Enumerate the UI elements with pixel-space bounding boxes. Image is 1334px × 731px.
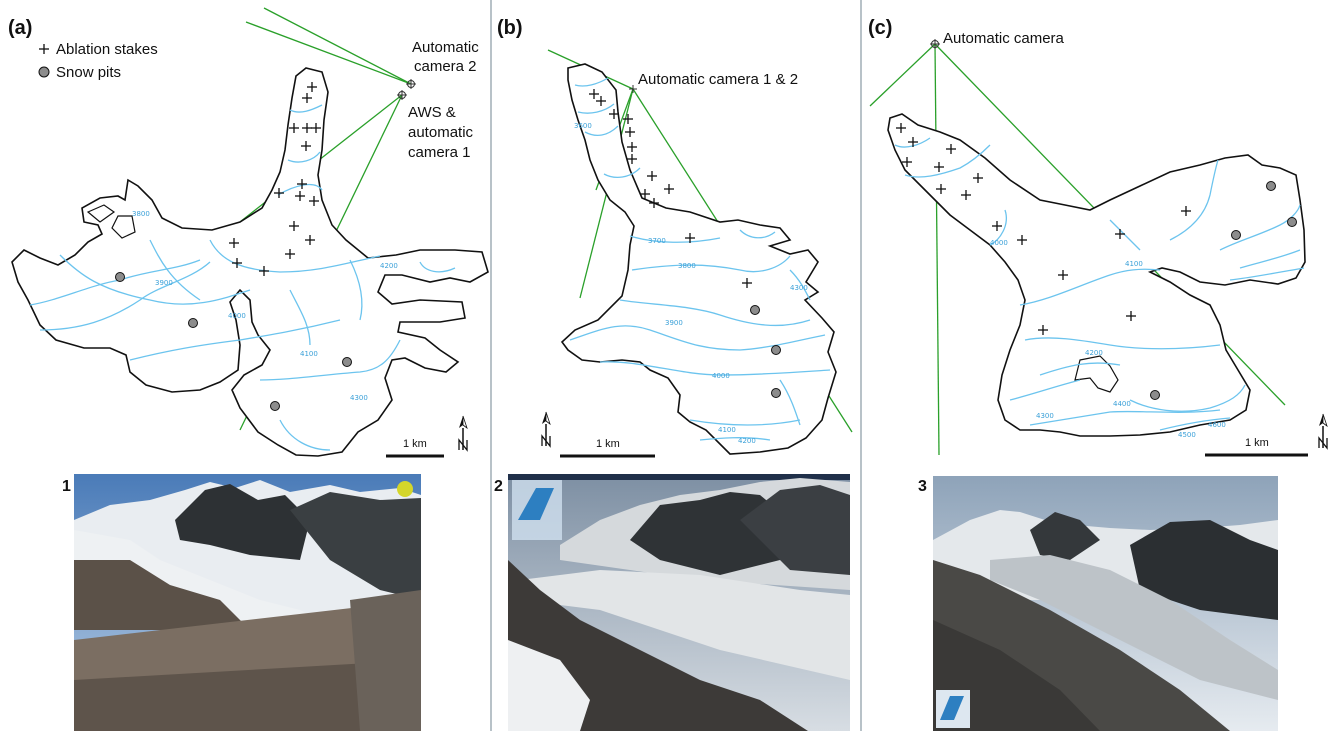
svg-text:3600: 3600 [574, 122, 592, 130]
svg-text:4300: 4300 [790, 284, 808, 292]
svg-text:3800: 3800 [132, 210, 150, 218]
panel-a-label: (a) [8, 17, 32, 39]
legend: Ablation stakes Snow pits [38, 41, 158, 81]
photo-2: 2 [494, 474, 850, 731]
photo-1-label: 1 [62, 478, 71, 495]
camera-marker-icon [629, 85, 637, 93]
panel-b-label: (b) [497, 17, 523, 39]
panel-c-label: (c) [868, 17, 892, 39]
svg-text:4500: 4500 [1178, 431, 1196, 439]
svg-text:4300: 4300 [350, 394, 368, 402]
svg-text:4100: 4100 [1125, 260, 1143, 268]
svg-text:4100: 4100 [718, 426, 736, 434]
north-arrow-icon [541, 411, 551, 448]
contour-labels-a: 3800 3900 4000 4100 4200 4300 [132, 210, 398, 402]
scale-bar-b: 1 km [560, 438, 655, 458]
ablation-stakes-a [229, 82, 321, 276]
ablation-stakes-c [896, 123, 1191, 335]
glacier-outline-b [560, 63, 837, 455]
svg-text:4000: 4000 [712, 372, 730, 380]
legend-stakes-label: Ablation stakes [56, 41, 158, 58]
photo-1: 1 [62, 474, 421, 731]
photo-2-label: 2 [494, 478, 503, 495]
camera-marker-icon [930, 39, 940, 49]
svg-text:1 km: 1 km [1245, 437, 1269, 449]
glacier-outline-c [887, 113, 1306, 437]
contours-c [894, 137, 1305, 431]
scale-bar-c: 1 km [1205, 437, 1308, 457]
svg-text:4100: 4100 [300, 350, 318, 358]
svg-text:4600: 4600 [1208, 421, 1226, 429]
svg-text:3900: 3900 [665, 319, 683, 327]
north-arrow-icon [458, 415, 468, 452]
aws-label-line2: automatic [408, 124, 474, 141]
snow-pits-a [115, 272, 352, 411]
camera2-label-line1: Automatic [412, 39, 479, 56]
svg-text:4400: 4400 [1113, 400, 1131, 408]
svg-text:3800: 3800 [678, 262, 696, 270]
svg-text:4000: 4000 [990, 239, 1008, 247]
photo-3: 3 [918, 476, 1278, 731]
svg-text:3900: 3900 [155, 279, 173, 287]
camera-1-2-label: Automatic camera 1 & 2 [638, 71, 798, 88]
photo-3-label: 3 [918, 478, 927, 495]
contour-labels-b: 3600 3700 3800 3900 4000 4100 4200 4300 [574, 122, 808, 445]
ablation-stakes-b [589, 89, 752, 288]
svg-text:4300: 4300 [1036, 412, 1054, 420]
snow-pits-b [750, 305, 781, 398]
aws-label-line3: camera 1 [408, 144, 471, 161]
scale-bar-a: 1 km [386, 438, 444, 458]
snow-pits-c [1150, 181, 1297, 400]
contours-a [29, 104, 456, 451]
svg-text:1 km: 1 km [596, 438, 620, 450]
svg-text:3700: 3700 [648, 237, 666, 245]
aws-label-line1: AWS & [408, 104, 456, 121]
glacier-outline-a [11, 67, 489, 457]
svg-text:4200: 4200 [1085, 349, 1103, 357]
contour-labels-c: 4000 4100 4200 4300 4400 4500 4600 [990, 239, 1226, 439]
legend-pits-label: Snow pits [56, 64, 121, 81]
automatic-camera-label: Automatic camera [943, 30, 1065, 47]
svg-text:1 km: 1 km [403, 438, 427, 450]
panel-a-map: (a) Ablation stakes Snow pits [8, 7, 489, 458]
contours-b [569, 77, 831, 441]
pit-marker-icon [38, 66, 50, 78]
stake-marker-icon [39, 44, 49, 54]
camera-marker-icon [397, 79, 416, 100]
svg-text:4200: 4200 [738, 437, 756, 445]
panel-c-map: (c) 4000 4100 4200 [868, 17, 1328, 457]
camera2-label-line2: camera 2 [414, 58, 477, 75]
svg-text:4000: 4000 [228, 312, 246, 320]
svg-text:4200: 4200 [380, 262, 398, 270]
north-arrow-icon [1318, 413, 1328, 450]
panel-b-map: (b) 3600 3700 3800 [497, 17, 853, 458]
